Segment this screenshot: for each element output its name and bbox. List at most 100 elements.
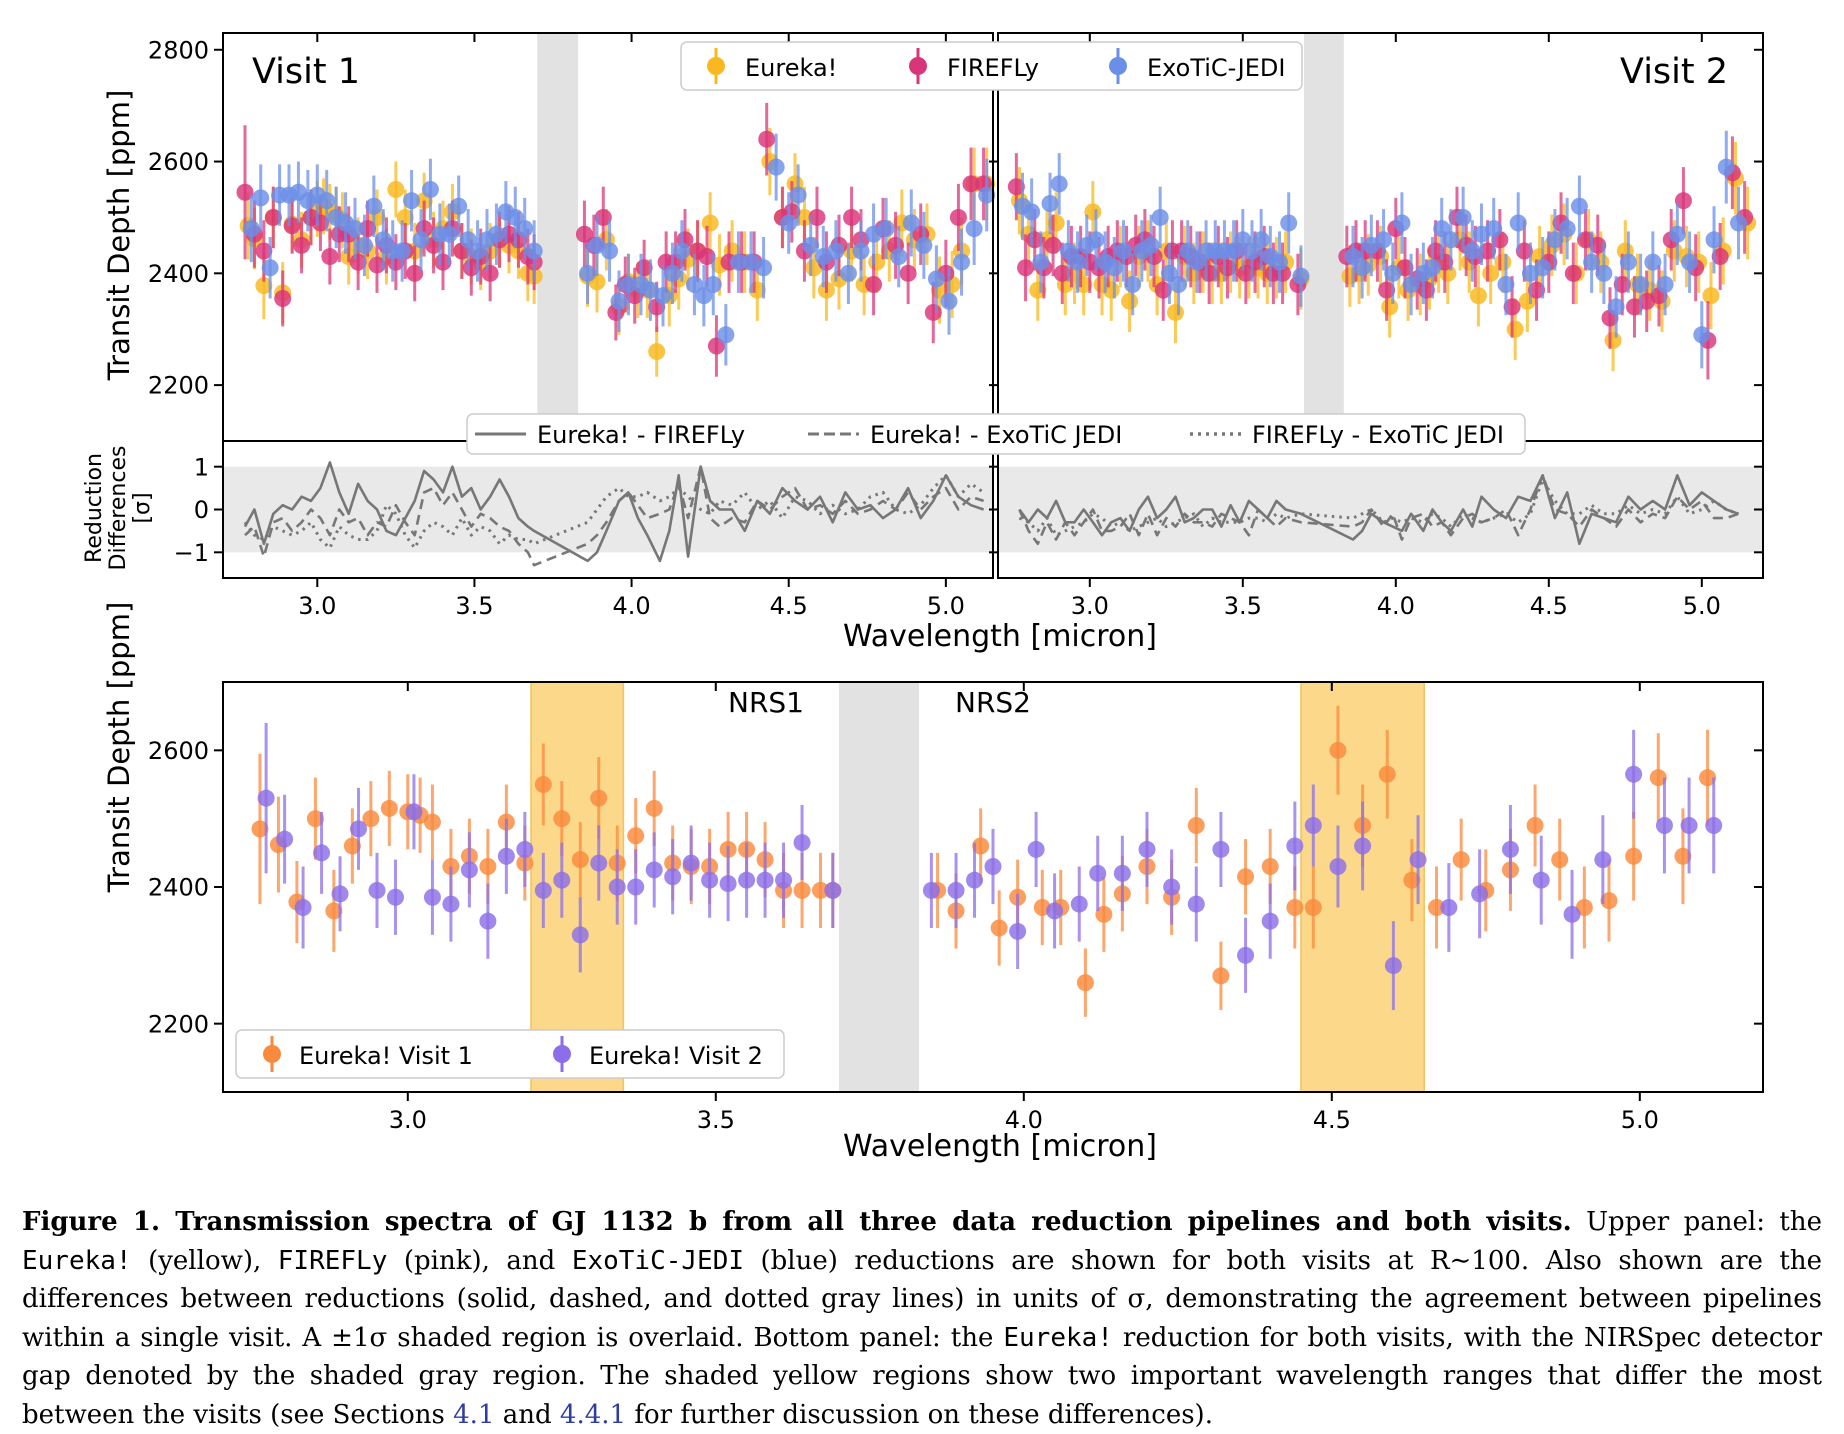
upper-visit1-jedi-point (915, 236, 933, 254)
annotation-nrs1: NRS1 (728, 686, 804, 719)
bottom-panel-visit2-point (701, 871, 719, 889)
upper-visit2-jedi-point (1705, 231, 1723, 249)
upper-visit1-jedi-point (261, 259, 279, 277)
upper-visit2-jedi-point (1485, 220, 1503, 238)
diff-visit2-xtick-label: 5.0 (1683, 592, 1721, 620)
upper-visit1-firefly-point (698, 248, 716, 266)
upper-visit2-jedi-point (1570, 197, 1588, 215)
upper-visit1-jedi-point (469, 242, 487, 260)
upper-visit1-jedi-point (685, 276, 703, 294)
upper-visit2-jedi-point (1454, 208, 1472, 226)
bottom-panel-visit2-point (1440, 899, 1458, 916)
bottom-panel-visit2-point (313, 844, 331, 862)
bottom-panel-visit2-point (1046, 902, 1064, 920)
diff-visit1-xtick-label: 3.5 (455, 592, 493, 620)
upper-visit1-jedi-point (440, 225, 458, 243)
caption-text-2: (yellow), (131, 1245, 278, 1276)
upper-visit2-firefly-point (1613, 276, 1631, 294)
panel-label-visit1: Visit 1 (252, 52, 360, 92)
bottom-panel-visit2-point (442, 895, 460, 913)
bottom-panel-visit1-point (325, 902, 343, 920)
section-link-4-4-1[interactable]: 4.4.1 (559, 1399, 627, 1430)
bottom-panel-visit2-point (1212, 840, 1230, 858)
upper-visit1-series-jedi (242, 133, 996, 366)
upper-visit1-jedi-point (506, 208, 524, 226)
diff-visit1-ytick-label: 0 (194, 496, 209, 524)
bottom-panel-visit1-point (1095, 905, 1113, 923)
upper-visit1-jedi-point (459, 231, 477, 249)
upper-visit2-jedi-point (1151, 208, 1169, 226)
legend-diff: Eureka! - FIREFLy Eureka! - ExoTiC JEDI … (466, 413, 1526, 455)
upper-visit1-shaded-detector_gap-0 (537, 33, 579, 441)
upper-visit1-firefly-point (293, 236, 311, 254)
bottom-panel-visit1-point (534, 776, 552, 793)
diff-visit2-xtick-label: 3.0 (1071, 592, 1109, 620)
bottom-panel-visit2-point (460, 861, 478, 879)
caption-text-5: reduction for both visits, with the NIRS… (22, 1322, 1822, 1430)
diff-visit2-sigma-band (998, 466, 1763, 553)
bottom-panel-xtick-label: 5.0 (1621, 1106, 1659, 1134)
upper-visit2-firefly-point (1007, 178, 1025, 196)
upper-visit1-firefly-point (368, 256, 386, 274)
upper-visit2-firefly-point (1589, 236, 1607, 254)
bottom-panel-visit1-point (590, 789, 608, 807)
caption-code-eureka-2: Eureka! (1003, 1322, 1113, 1353)
bottom-panel-visit2-point (1304, 817, 1322, 834)
upper-visit2-firefly-point (1564, 264, 1582, 282)
bottom-panel-visit2-point (1563, 905, 1581, 923)
diff-visit2-xtick-label: 4.0 (1377, 592, 1415, 620)
upper-visit1-ytick-label: 2200 (148, 372, 209, 400)
upper-visit2-jedi-point (1668, 225, 1686, 243)
upper-visit2-jedi-point (1041, 194, 1059, 212)
caption-text-3: (pink), and (387, 1245, 572, 1276)
upper-visit2-jedi-point (1583, 253, 1601, 271)
caption-label: Figure 1. (22, 1207, 161, 1237)
upper-visit1-firefly-point (575, 225, 593, 243)
bottom-panel-visit1-point (1674, 847, 1692, 865)
upper-visit1-ytick-label: 2600 (148, 148, 209, 176)
bottom-panel-visit2-point (1655, 817, 1673, 834)
upper-visit2-jedi-point (1693, 326, 1711, 344)
upper-visit2-firefly-point (1017, 259, 1035, 277)
section-link-4-1[interactable]: 4.1 (453, 1399, 495, 1430)
upper-visit1-firefly-point (255, 242, 273, 260)
bottom-panel-visit2-point (1409, 851, 1427, 869)
bottom-panel-visit2-point (1070, 895, 1088, 913)
ylabel-diff-line3: [σ] (130, 492, 155, 523)
upper-visit2-jedi-point (1032, 253, 1050, 271)
legend-upper: Eureka! FIREFLy ExoTiC-JEDI (680, 41, 1303, 91)
bottom-panel-visit2-point (1027, 840, 1045, 858)
upper-visit1-jedi-point (252, 189, 270, 207)
bottom-panel-visit2-point (590, 854, 608, 872)
upper-visit2-eureka-point (1381, 298, 1399, 316)
bottom-panel-visit2-point (775, 871, 793, 889)
upper-visit1-eureka-point (701, 214, 719, 232)
diff-visit1-xtick-label: 5.0 (927, 592, 965, 620)
upper-visit2-eureka-point (1702, 287, 1720, 305)
legend-marker-firefly (909, 57, 927, 75)
bottom-panel-visit2-point (534, 881, 552, 899)
upper-visit2-jedi-point (1023, 203, 1041, 221)
annotation-nrs2: NRS2 (955, 686, 1031, 719)
upper-visit1-jedi-point (695, 287, 713, 305)
upper-visit2-jedi-point (1179, 242, 1197, 260)
upper-visit1-jedi-point (717, 326, 735, 344)
bottom-panel-visit1-point (306, 810, 324, 828)
bottom-panel-visit2-point (984, 858, 1002, 875)
upper-visit1-firefly-point (236, 183, 254, 201)
upper-visit1-firefly-point (808, 208, 826, 226)
legend-label-diff3: FIREFLy - ExoTiC JEDI (1252, 421, 1504, 449)
bottom-panel-visit2-point (1532, 871, 1550, 889)
upper-visit1-jedi-point (978, 186, 996, 204)
upper-visit1-jedi-point (365, 197, 383, 215)
upper-visit1-firefly-point (406, 264, 424, 282)
upper-visit1-jedi-point (663, 264, 681, 282)
upper-visit1-firefly-point (481, 264, 499, 282)
bottom-panel-visit2-point (719, 875, 737, 893)
bottom-panel-visit1-point (1076, 974, 1094, 992)
upper-visit2-jedi-point (1280, 214, 1298, 232)
upper-visit2-jedi-point (1225, 242, 1243, 260)
upper-visit2-jedi-point (1384, 264, 1402, 282)
bottom-panel-visit2-point (1594, 851, 1612, 869)
upper-visit1-jedi-point (346, 220, 364, 238)
